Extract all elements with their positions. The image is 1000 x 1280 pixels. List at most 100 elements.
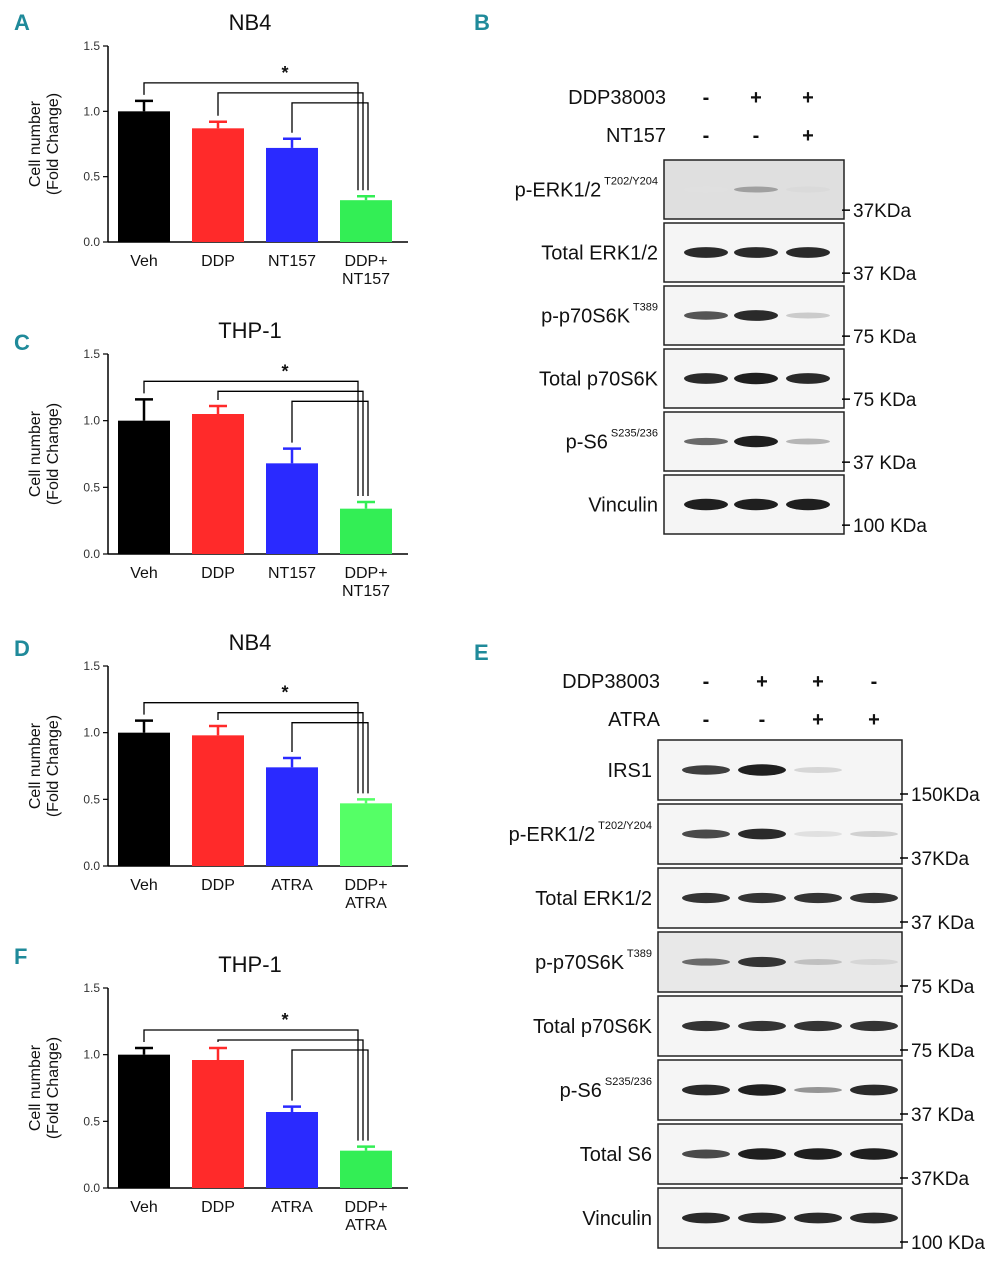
chart-title: THP-1	[218, 952, 282, 977]
bar	[266, 767, 318, 866]
blot-band	[682, 829, 730, 839]
mw-marker-label: 75 KDa	[911, 977, 975, 998]
significance-bracket	[217, 92, 364, 191]
blot-band	[682, 1149, 730, 1159]
blot-band	[794, 1148, 842, 1160]
x-category-label: DDP	[201, 253, 235, 270]
y-axis-label: Cell number	[27, 1044, 44, 1131]
blot-band	[738, 764, 786, 776]
bar	[266, 147, 318, 242]
blot-row-label: IRS1	[608, 760, 652, 782]
y-tick-label: 0.0	[83, 547, 100, 561]
y-axis-label: Cell number	[27, 100, 44, 187]
x-category-label: DDP+	[344, 1199, 387, 1216]
treatment-sign: +	[802, 125, 814, 147]
mw-marker-label: 37 KDa	[853, 453, 917, 474]
significance-star: *	[281, 361, 288, 381]
blot-row-label: Total ERK1/2	[535, 888, 652, 910]
treatment-sign: -	[703, 87, 710, 109]
significance-bracket	[291, 1049, 369, 1141]
mw-marker-label: 37KDa	[911, 849, 970, 870]
x-category-label: DDP	[201, 877, 235, 894]
blot-band	[734, 435, 778, 448]
blot-band	[794, 959, 842, 965]
x-category-label: ATRA	[345, 895, 387, 912]
blot-row-label: Vinculin	[588, 495, 658, 517]
mw-marker-label: 37 KDa	[911, 913, 975, 934]
blot-row: p-ERK1/2 T202/Y204 37KDa	[515, 159, 912, 222]
mw-marker-label: 75 KDa	[911, 1041, 975, 1062]
bar	[340, 803, 392, 866]
x-category-label: DDP	[201, 565, 235, 582]
treatment-label: NT157	[606, 125, 666, 147]
panel-letter-e: E	[474, 640, 489, 665]
treatment-sign: +	[812, 709, 824, 731]
significance-bracket	[291, 400, 369, 496]
treatment-sign: +	[868, 709, 880, 731]
blot-band	[738, 1084, 786, 1096]
y-tick-label: 1.5	[83, 659, 100, 673]
blot-row: Total p70S6K 75 KDa	[539, 348, 917, 411]
blot-row-label: Total ERK1/2	[541, 243, 658, 265]
treatment-label: DDP38003	[562, 671, 660, 693]
blot-row: p-ERK1/2 T202/Y204 37KDa	[509, 803, 970, 870]
blot-band	[738, 1148, 786, 1160]
blot-row: Vinculin 100 KDa	[582, 1187, 985, 1254]
blot-band	[794, 1087, 842, 1093]
bar	[118, 111, 170, 242]
blot-band	[684, 373, 728, 384]
blot-row-label: p-p70S6K T389	[541, 302, 658, 328]
y-axis-label: Cell number	[27, 722, 44, 809]
blot-row-label: p-ERK1/2 T202/Y204	[515, 176, 658, 202]
blot-row: Total ERK1/2 37 KDa	[535, 867, 975, 934]
blot-band	[738, 956, 786, 968]
blot-band	[734, 310, 778, 321]
treatment-sign: -	[703, 671, 710, 693]
blot-band	[738, 892, 786, 904]
y-tick-label: 1.5	[83, 347, 100, 361]
blot-band	[682, 1084, 730, 1096]
blot-band	[684, 498, 728, 511]
blot-band	[794, 831, 842, 837]
blot-band	[738, 1212, 786, 1224]
blot-row-label: Total p70S6K	[533, 1016, 653, 1038]
bar	[340, 1150, 392, 1188]
mw-marker-label: 150KDa	[911, 785, 980, 806]
y-axis-label: (Fold Change)	[45, 1037, 62, 1139]
bar	[266, 1112, 318, 1188]
y-axis-label: Cell number	[27, 410, 44, 497]
bar-chart-f-thp1-atra: THP-1 0.0 0.5 1.0 1.5 Cell number (Fold Change…	[0, 952, 440, 1270]
x-category-label: ATRA	[345, 1217, 387, 1234]
treatment-sign: +	[812, 671, 824, 693]
blot-band	[734, 372, 778, 385]
treatment-sign: -	[703, 125, 710, 147]
blot-band	[850, 959, 898, 965]
blot-band	[850, 892, 898, 904]
bar	[340, 200, 392, 242]
blot-band	[850, 1212, 898, 1224]
blot-band	[684, 437, 728, 446]
blot-band	[786, 373, 830, 384]
x-category-label: DDP+	[344, 253, 387, 270]
mw-marker-label: 37 KDa	[911, 1105, 975, 1126]
blot-row-label: p-ERK1/2 T202/Y204	[509, 820, 652, 846]
significance-bracket	[291, 722, 369, 794]
panel-letter-c: C	[14, 330, 30, 355]
treatment-label: ATRA	[608, 709, 661, 731]
blot-band	[738, 1020, 786, 1032]
mw-marker-label: 100 KDa	[853, 516, 927, 537]
bar	[118, 420, 170, 554]
western-blot-e: DDP38003- + + - ATRA - - + + IRS1 150KDa p-ERK1/2 T…	[470, 660, 990, 1270]
blot-row-label: p-S6 S235/236	[560, 1076, 652, 1102]
y-axis-label: (Fold Change)	[45, 403, 62, 505]
y-tick-label: 1.5	[83, 39, 100, 53]
blot-band	[786, 498, 830, 511]
x-category-label: NT157	[342, 271, 390, 288]
blot-row: Vinculin 100 KDa	[588, 474, 927, 537]
x-category-label: Veh	[130, 877, 158, 894]
significance-bracket	[143, 380, 359, 496]
blot-band	[682, 1020, 730, 1032]
blot-band	[684, 247, 728, 258]
blot-row: p-S6 S235/236 37 KDa	[566, 411, 917, 474]
bar-chart-c-thp1-nt157: THP-1 0.0 0.5 1.0 1.5 Cell number (Fold Change…	[0, 318, 440, 630]
